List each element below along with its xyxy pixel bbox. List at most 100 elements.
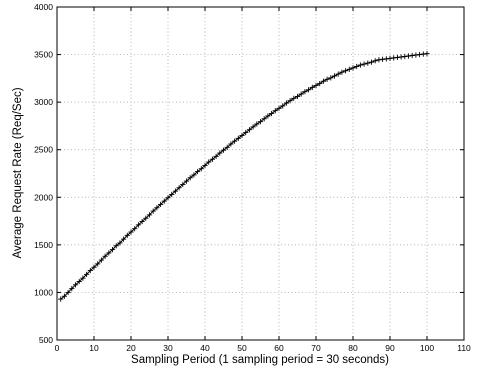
data-point-marker [380, 56, 386, 62]
data-point-marker [109, 247, 116, 253]
data-point-marker [298, 91, 304, 97]
data-point-marker [121, 236, 127, 242]
grid-lines [57, 7, 464, 340]
data-point-marker [180, 181, 186, 188]
data-point-marker [58, 296, 64, 302]
y-tick-label: 2000 [34, 192, 53, 202]
data-point-marker [302, 89, 308, 95]
data-point-marker [309, 84, 315, 90]
data-point-marker [195, 168, 201, 175]
x-tick-label: 0 [55, 343, 60, 353]
data-point-marker [324, 76, 330, 82]
data-point-marker [65, 289, 71, 296]
data-point-marker [91, 264, 97, 270]
data-point-marker [169, 191, 175, 198]
data-point-marker [206, 159, 212, 165]
data-point-marker [232, 138, 238, 144]
data-point-marker [269, 110, 275, 117]
series-line [58, 51, 430, 302]
data-point-marker [217, 150, 223, 156]
data-point-marker [102, 253, 108, 259]
data-point-marker [391, 55, 397, 61]
x-tick-label: 110 [457, 343, 471, 353]
data-point-marker [172, 188, 178, 194]
y-tick-label: 3000 [34, 97, 53, 107]
data-point-marker [417, 51, 423, 58]
data-point-marker [354, 63, 360, 70]
data-point-marker [84, 271, 90, 277]
x-tick-label: 30 [163, 343, 173, 353]
data-point-marker [150, 208, 156, 214]
data-point-marker [368, 59, 375, 65]
x-tick-label: 100 [420, 343, 434, 353]
x-tick-label: 80 [348, 343, 358, 353]
data-point-marker [98, 257, 104, 263]
x-axis-label: Sampling Period (1 sampling period = 30 … [131, 354, 389, 366]
y-tick-label: 1500 [34, 240, 53, 250]
data-point-marker [158, 201, 164, 208]
data-point-marker [254, 121, 260, 127]
y-tick-label: 3500 [34, 50, 53, 60]
data-point-marker [272, 108, 278, 114]
data-point-marker [331, 73, 338, 79]
data-point-marker [409, 52, 415, 59]
y-tick-label: 2500 [34, 145, 53, 155]
y-tick-label: 500 [39, 335, 53, 345]
x-tick-label: 40 [200, 343, 210, 353]
data-point-marker [261, 116, 267, 122]
data-point-marker [343, 68, 349, 74]
data-point-marker [246, 127, 252, 133]
data-point-marker [124, 232, 130, 238]
data-point-marker [257, 119, 264, 125]
data-point-marker [69, 286, 75, 292]
data-point-marker [250, 124, 256, 130]
data-point-marker [95, 261, 101, 267]
x-tick-label: 60 [274, 343, 284, 353]
y-axis-label: Average Request Rate (Req/Sec) [12, 87, 24, 258]
data-point-marker [139, 218, 145, 225]
data-point-marker [191, 172, 197, 178]
data-point-marker [176, 185, 182, 191]
data-point-marker [361, 61, 367, 67]
data-point-marker [357, 62, 363, 68]
data-point-marker [72, 282, 79, 288]
x-axis: 0 10 20 30 40 50 60 70 80 90 100 110 [55, 7, 471, 353]
data-point-marker [376, 57, 382, 63]
data-point-marker [239, 132, 245, 139]
data-point-marker [365, 60, 371, 66]
data-point-marker [283, 100, 289, 106]
data-point-marker [294, 93, 301, 100]
data-point-marker [80, 275, 86, 281]
y-tick-label: 1000 [34, 287, 53, 297]
data-point-marker [61, 293, 67, 299]
data-point-marker [320, 78, 326, 84]
x-tick-label: 70 [311, 343, 321, 353]
data-point-marker [280, 103, 286, 109]
data-point-marker [405, 53, 412, 59]
data-point-marker [287, 98, 293, 104]
x-tick-label: 50 [237, 343, 247, 353]
y-axis: 500 1000 1500 2000 2500 3000 3500 4000 [34, 2, 464, 345]
data-point-marker [394, 54, 400, 61]
data-point-marker [420, 51, 426, 57]
x-tick-label: 90 [385, 343, 395, 353]
data-point-marker [165, 195, 171, 201]
data-point-marker [339, 69, 345, 75]
data-point-marker [387, 55, 393, 61]
data-point-marker [413, 52, 419, 58]
data-point-marker [76, 278, 82, 285]
data-point-marker [128, 229, 134, 235]
data-point-marker [161, 198, 167, 204]
data-point-marker [117, 240, 123, 246]
data-point-marker [132, 226, 138, 232]
plot-area-frame [56, 6, 465, 341]
data-point-marker [183, 178, 190, 184]
data-point-marker [398, 54, 404, 60]
data-point-marker [198, 166, 204, 172]
data-point-marker [228, 141, 234, 147]
data-point-marker [235, 135, 241, 141]
data-point-marker [213, 153, 219, 159]
data-point-marker [402, 53, 408, 60]
data-point-marker [146, 212, 153, 218]
